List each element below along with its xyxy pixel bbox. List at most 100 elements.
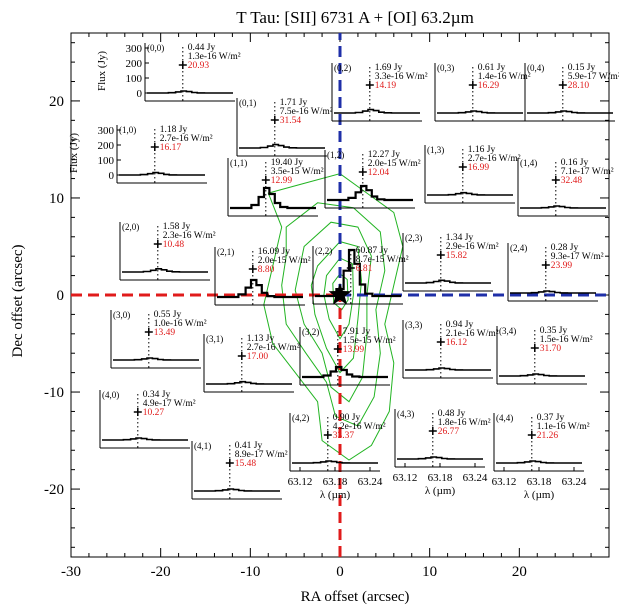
flux-jy: 0.90 Jy: [333, 413, 361, 423]
spectrum-curve: [527, 110, 613, 114]
spaxel-id: (2,3): [405, 233, 422, 243]
spaxel-id: (2,0): [122, 222, 139, 232]
spaxel-id: (1,0): [119, 125, 136, 135]
flux-wm2: 2.3e-16 W/m²: [163, 231, 216, 241]
snr-value: 15.48: [235, 459, 257, 469]
flux-jy: 0.94 Jy: [446, 320, 474, 330]
snr-value: 33.37: [333, 431, 355, 441]
inset-x-tick-label: 63.18: [527, 476, 552, 488]
spaxel-id: (4,0): [102, 390, 119, 400]
snr-value: 13.49: [154, 328, 176, 338]
flux-jy: 0.16 Jy: [561, 158, 589, 168]
flux-wm2: 1.5e-15 W/m²: [343, 336, 396, 346]
spectrum-curve: [147, 90, 233, 94]
spectrum-curve: [302, 365, 388, 379]
x-tick-label: 0: [336, 564, 344, 580]
inset-x-tick-label: 63.12: [492, 476, 517, 488]
inset-x-axis-label: λ (µm): [425, 485, 456, 497]
spectrum-curve: [239, 143, 325, 149]
flux-wm2: 7.1e-17 W/m²: [561, 167, 614, 177]
snr-value: 12.04: [368, 168, 390, 178]
spectrum-inset: (2,2) 60.87 Jy8.7e-15 W/m²6.81: [312, 246, 409, 305]
y-axis-label: Dec offset (arcsec): [10, 245, 26, 358]
inset-x-tick-label: 63.12: [393, 472, 418, 484]
flux-wm2: 3.5e-15 W/m²: [271, 167, 324, 177]
flux-wm2: 8.7e-15 W/m²: [356, 255, 409, 265]
inset-x-tick-label: 63.18: [428, 472, 453, 484]
flux-jy: 16.09 Jy: [258, 247, 290, 257]
spaxel-id: (0,2): [334, 63, 351, 73]
flux-jy: 0.61 Jy: [478, 63, 506, 73]
flux-jy: 60.87 Jy: [356, 246, 388, 256]
spaxel-id: (0,3): [437, 63, 454, 73]
y-tick-label: 20: [49, 94, 64, 110]
flux-wm2: 2.0e-15 W/m²: [258, 256, 311, 266]
flux-jy: 1.13 Jy: [247, 334, 275, 344]
spectrum-inset: (2,1) 16.09 Jy2.0e-15 W/m²8.80: [214, 247, 311, 306]
flux-jy: 0.15 Jy: [568, 63, 596, 73]
spaxel-id: (2,4): [510, 243, 527, 253]
flux-wm2: 5.9e-17 W/m²: [568, 72, 619, 82]
spaxel-id: (1,2): [327, 150, 344, 160]
flux-wm2: 2.7e-16 W/m²: [160, 134, 213, 144]
inset-y-tick-label: 200: [98, 140, 115, 152]
x-axis-label: RA offset (arcsec): [301, 589, 410, 605]
star-marker: [328, 283, 352, 305]
flux-jy: 1.16 Jy: [468, 145, 496, 155]
spectrum-curve: [206, 380, 292, 385]
snr-value: 28.10: [568, 81, 590, 91]
snr-value: 17.00: [247, 352, 269, 362]
flux-wm2: 1.3e-16 W/m²: [188, 52, 241, 62]
inset-x-tick-label: 63.24: [562, 476, 587, 488]
spaxel-id: (2,1): [217, 247, 234, 257]
spectrum-curve: [499, 373, 585, 377]
spectrum-curve: [327, 184, 413, 202]
flux-jy: 0.48 Jy: [438, 409, 466, 419]
flux-jy: 7.91 Jy: [343, 327, 371, 337]
inset-x-axis-label: λ (µm): [320, 489, 351, 501]
x-tick-label: 20: [512, 564, 527, 580]
flux-jy: 1.18 Jy: [160, 125, 188, 135]
spectrum-curve: [102, 437, 188, 441]
flux-jy: 0.55 Jy: [154, 310, 182, 320]
spaxel-id: (4,4): [496, 413, 513, 423]
flux-wm2: 2.9e-16 W/m²: [446, 242, 499, 252]
flux-jy: 0.35 Jy: [540, 326, 568, 336]
flux-wm2: 8.9e-17 W/m²: [235, 450, 288, 460]
inset-y-tick-label: 200: [126, 58, 143, 70]
spectrum-curve: [427, 191, 513, 196]
snr-value: 31.70: [540, 344, 562, 354]
spaxel-id: (3,4): [499, 326, 516, 336]
spaxel-id: (4,2): [292, 413, 309, 423]
spectrum-curve: [119, 171, 205, 176]
flux-jy: 1.58 Jy: [163, 222, 191, 232]
inset-y-tick-label: 300: [126, 43, 143, 55]
flux-wm2: 1.8e-16 W/m²: [438, 418, 491, 428]
spectrum-curve: [397, 456, 483, 460]
spaxel-id: (1,1): [230, 158, 247, 168]
y-tick-label: 10: [49, 191, 64, 207]
spaxel-id: (4,3): [397, 409, 414, 419]
snr-value: 16.99: [468, 163, 490, 173]
flux-wm2: 2.7e-16 W/m²: [247, 343, 300, 353]
spectrum-curve: [334, 108, 420, 114]
